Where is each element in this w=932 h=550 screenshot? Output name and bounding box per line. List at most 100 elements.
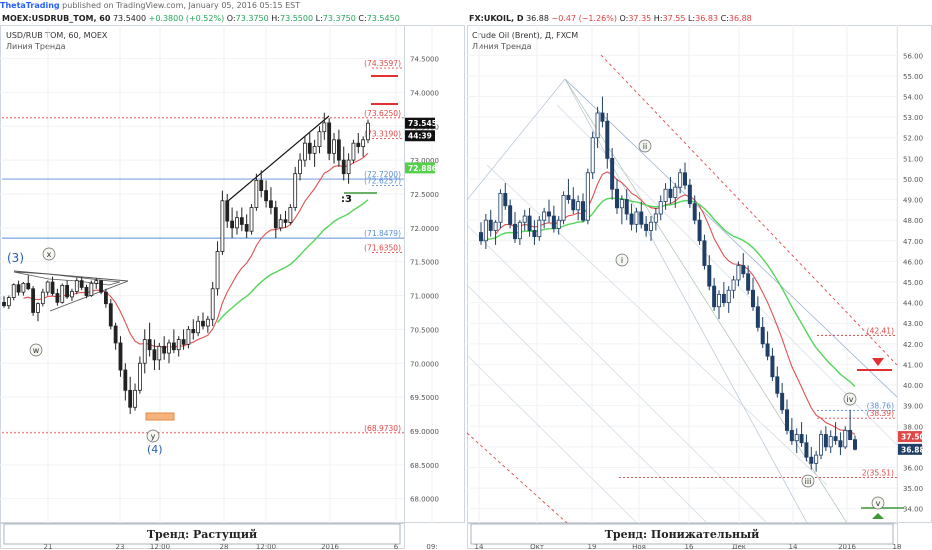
candle: [113, 322, 118, 350]
candle: [682, 162, 687, 190]
author-link[interactable]: ThetaTrading: [0, 1, 60, 10]
candle: [537, 216, 542, 241]
candle: [566, 178, 571, 204]
candle: [702, 234, 707, 270]
y-tick-label: 51.00: [903, 155, 923, 163]
usdrub-chart[interactable]: USD/RUB TOM, 60, MOEX Линия Тренда (74.3…: [0, 25, 465, 549]
indicator-label: Линия Тренда: [6, 42, 66, 51]
trend-caption: Тренд: Понижательный: [605, 528, 760, 541]
y-tick-label: 39.00: [903, 403, 923, 411]
candle: [736, 261, 741, 287]
y-tick-label: 53.00: [903, 114, 923, 122]
y-tick-label: 52.00: [903, 135, 923, 143]
candle: [196, 315, 201, 337]
candle: [581, 193, 586, 223]
candle: [712, 277, 717, 311]
candle: [45, 280, 50, 296]
candle: [94, 277, 99, 289]
candle: [70, 288, 74, 301]
candle: [644, 216, 649, 237]
candle: [351, 139, 356, 164]
level-label: (68.9730): [364, 424, 401, 433]
svg-text:72.8867: 72.8867: [408, 164, 442, 173]
x-tick-label: 12:00: [256, 543, 276, 549]
candle: [551, 205, 556, 233]
x-tick-label: 16: [685, 543, 694, 549]
candle: [823, 426, 828, 451]
level-label: (71.8479): [364, 229, 401, 238]
candle: [298, 153, 302, 181]
candle: [503, 183, 508, 210]
candle: [663, 183, 668, 210]
candle: [493, 220, 498, 245]
y-tick-label: 70.0000: [410, 360, 439, 368]
x-tick-label: Ноя: [632, 543, 646, 549]
high-value: 73.5500: [279, 14, 314, 23]
candle: [152, 339, 157, 371]
x-tick-label: 09:: [426, 543, 437, 549]
low-value: 73.3750: [322, 14, 356, 23]
candle: [668, 176, 673, 204]
candle: [542, 207, 547, 229]
candle: [838, 432, 843, 456]
candle: [590, 131, 595, 179]
candle: [186, 326, 191, 349]
chart-title: USD/RUB TOM, 60, MOEX: [6, 31, 108, 40]
candle: [624, 189, 629, 221]
x-tick-label: 14: [475, 543, 484, 549]
candle: [833, 422, 838, 445]
x-tick-label: 6: [394, 543, 399, 549]
y-tick-label: 45.00: [903, 279, 923, 287]
candle: [809, 446, 814, 470]
candle: [181, 329, 186, 350]
candle: [36, 302, 40, 322]
candle: [818, 430, 823, 460]
high-value: 37.55: [662, 14, 686, 23]
candle: [721, 282, 726, 307]
candle: [137, 356, 142, 394]
x-tick-label: 2016: [321, 543, 339, 549]
candle: [60, 283, 65, 304]
candle: [210, 282, 215, 327]
candle: [843, 426, 848, 449]
candle: [361, 136, 366, 157]
x-tick-label: 12:00: [150, 543, 170, 549]
indicator-label: Линия Тренда: [472, 42, 532, 51]
y-tick-label: 71.5000: [410, 259, 439, 267]
candle: [104, 288, 108, 308]
candle: [65, 280, 69, 299]
wave-label: w: [33, 346, 40, 355]
candle: [673, 183, 678, 208]
y-tick-label: 56.00: [903, 52, 923, 60]
candle: [133, 383, 137, 411]
y-tick-label: 54.00: [903, 94, 923, 102]
level-label: (42.41): [867, 326, 894, 335]
candle: [610, 148, 615, 200]
candle: [488, 209, 493, 237]
candle: [16, 280, 21, 296]
candle: [731, 275, 736, 299]
candle: [167, 339, 171, 364]
candle: [848, 409, 853, 441]
candle: [327, 118, 332, 161]
y-tick-label: 69.0000: [410, 428, 439, 436]
candle: [322, 112, 327, 140]
change-value: +0.3800 (+0.52%): [148, 14, 225, 23]
wave-label: iv: [847, 395, 854, 404]
candle: [547, 199, 552, 223]
candle: [852, 435, 857, 451]
candle: [293, 166, 298, 211]
candle: [254, 173, 259, 211]
candle: [697, 211, 702, 245]
candle: [498, 189, 503, 229]
candle: [726, 286, 731, 313]
y-tick-label: 74.5000: [410, 56, 439, 64]
wave-label: y: [151, 432, 156, 441]
candle: [634, 207, 639, 233]
candle: [653, 207, 658, 231]
candle: [142, 329, 147, 374]
svg-text:73.5450: 73.5450: [408, 119, 442, 128]
close-value: 73.5450: [366, 14, 400, 23]
wave-label: v: [876, 499, 881, 508]
ukoil-chart[interactable]: Crude Oil (Brent), Д, FXCM Линия Тренда …: [467, 25, 932, 549]
